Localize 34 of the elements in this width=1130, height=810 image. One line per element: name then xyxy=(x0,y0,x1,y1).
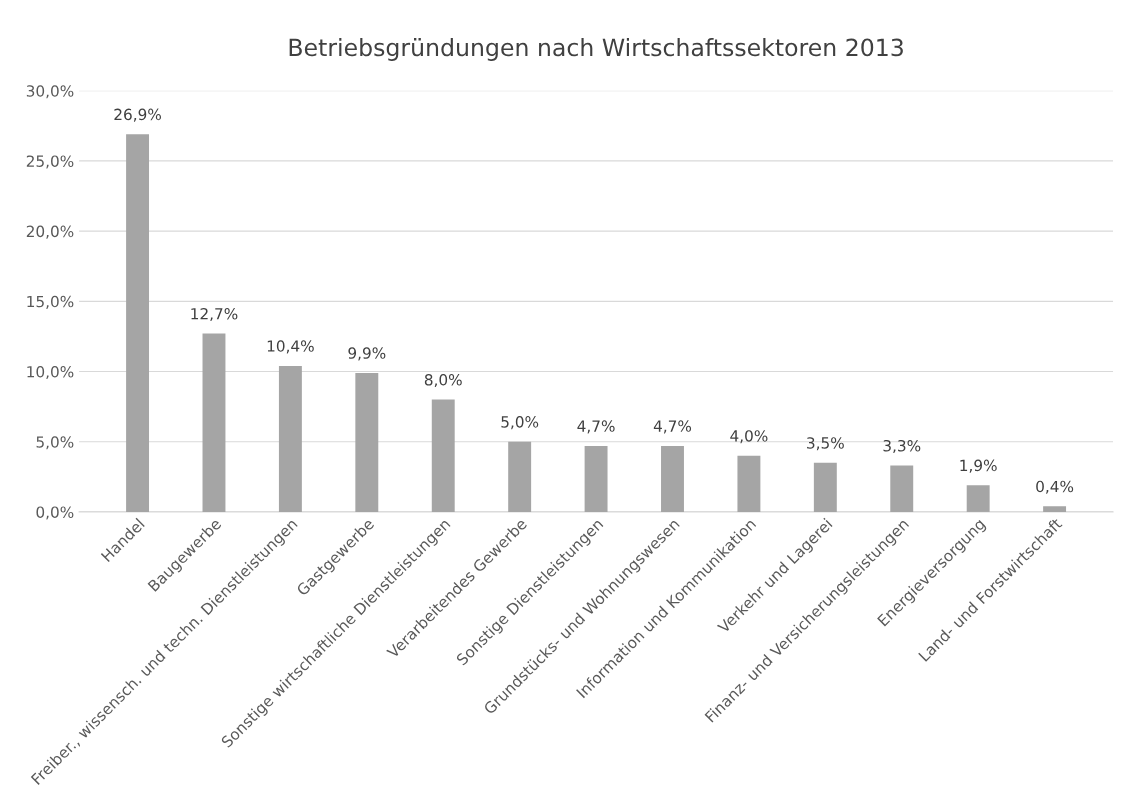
data-label: 0,4% xyxy=(1036,480,1074,494)
bar xyxy=(584,445,608,512)
bar xyxy=(355,372,379,512)
data-label: 4,0% xyxy=(730,430,768,444)
data-label: 4,7% xyxy=(577,420,615,434)
bar xyxy=(202,333,226,512)
data-label: 9,9% xyxy=(348,347,386,361)
y-tick-label: 25,0% xyxy=(26,155,74,169)
bar xyxy=(508,441,532,512)
data-label: 4,7% xyxy=(653,420,692,434)
data-label: 8,0% xyxy=(424,373,462,388)
y-tick-label: 10,0% xyxy=(27,365,74,380)
bar xyxy=(813,462,837,512)
bar xyxy=(737,455,761,512)
chart-title: Betriebsgründungen nach Wirtschaftssektoren 2013 xyxy=(289,38,903,61)
bar xyxy=(890,465,914,512)
data-label: 5,0% xyxy=(501,416,539,430)
data-label: 26,9% xyxy=(114,108,161,122)
y-tick-label: 20,0% xyxy=(26,225,74,239)
y-tick-label: 15,0% xyxy=(27,295,74,309)
y-tick-label: 30,0% xyxy=(26,85,74,99)
bar xyxy=(966,485,990,512)
data-label: 3,5% xyxy=(807,437,844,451)
data-label: 1,9% xyxy=(960,459,997,473)
data-label: 12,7% xyxy=(191,307,238,322)
data-label: 3,3% xyxy=(883,439,921,454)
bar xyxy=(431,399,455,512)
data-label: 10,4% xyxy=(267,340,314,354)
bar xyxy=(126,134,150,512)
y-tick-label: 0,0% xyxy=(36,506,74,520)
bar xyxy=(278,365,302,512)
bar xyxy=(661,445,684,512)
bar xyxy=(1043,506,1067,512)
y-tick-label: 5,0% xyxy=(36,436,74,450)
